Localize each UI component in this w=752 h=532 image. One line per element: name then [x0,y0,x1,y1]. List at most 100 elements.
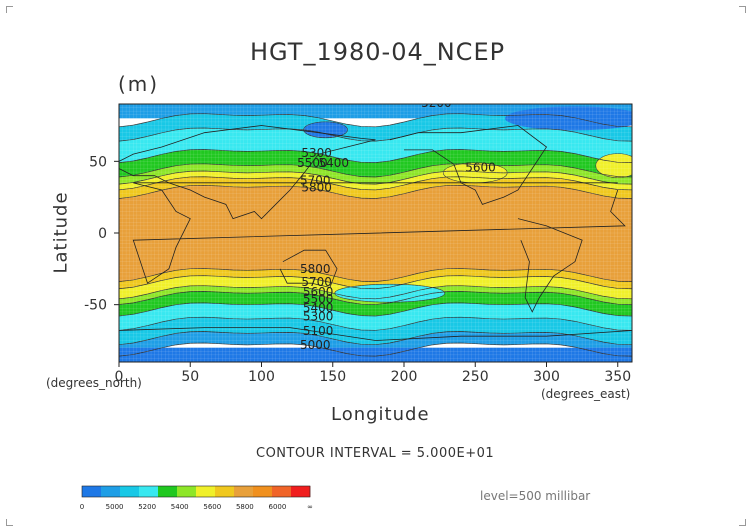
x-tick-label: 100 [248,369,275,385]
contour-line [119,302,632,317]
contour-line [119,163,632,178]
colorbar-bin [158,486,178,497]
contour-label: 5800 [301,180,332,194]
y-tick-label: -50 [84,298,107,314]
contour-line [119,170,632,185]
contour-label: 5300 [303,309,334,323]
contour-band [119,285,632,305]
colorbar-label: 5800 [236,503,254,511]
contour-label: 5000 [300,338,331,352]
colorbar-frame [81,485,311,498]
corner-mark-tr [739,6,746,13]
contour-line [119,331,632,346]
level-text: level=500 millibar [480,489,591,503]
colorbar-bin [234,486,254,497]
colorbar-bin [120,486,140,497]
contour-label: 5700 [301,275,332,289]
x-tick-label: 250 [462,369,489,385]
coastlines [119,104,632,362]
contour-label: 5200 [421,96,452,110]
x-axis-label: Longitude [331,404,430,425]
contour-line [119,184,632,199]
colorbar-bin [291,486,311,497]
colorbar-bin [139,486,159,497]
coastline [132,182,626,284]
contour-line [119,316,632,331]
corner-mark-br [739,519,746,526]
contour-band [119,128,632,163]
chart-title: HGT_1980-04_NCEP [250,38,506,66]
contour-label: 5700 [300,173,331,187]
contour-band [119,317,632,345]
colorbar-bin [82,486,102,497]
x-ticks: 0 50 100 150 200 250 300 350 [115,362,631,385]
colorbar-label: 5000 [106,503,124,511]
y-tick-label: 50 [89,154,107,170]
colorbar-bin [101,486,121,497]
x-tick-label: 350 [604,369,631,385]
y-unit-label: (degrees_north) [46,376,142,390]
contour-line [119,268,632,282]
contour-label: 5600 [303,285,334,299]
high-blob [595,153,632,178]
colorbar-label: 0 [80,503,84,511]
contour-label: 5100 [303,324,334,338]
colorbar-bin [196,486,216,497]
coastline [517,218,583,313]
contour-line [119,149,632,163]
y-tick-label: 0 [98,226,107,242]
contour-band [119,347,632,362]
contour-band [119,275,632,299]
x-tick-label: 300 [533,369,560,385]
y-axis-label: Latitude [50,191,72,274]
contour-band [119,291,632,317]
contour-lines [119,113,632,357]
contour-line [119,176,632,191]
colorbar-bin [177,486,197,497]
colorbar-bin [215,486,235,497]
colorbar-label: 5200 [138,503,156,511]
colorbar-label: 5400 [171,503,189,511]
contour-line [119,342,632,357]
y-ticks: 50 0 -50 [84,154,119,314]
contour-label: 5400 [319,156,350,170]
contour-band [119,302,632,331]
contour-band [119,268,632,289]
colorbar-bin [253,486,273,497]
contour-line [119,275,632,290]
contour-label: 5400 [303,301,334,315]
colorbar-bin [272,486,292,497]
contour-band [119,104,632,119]
x-tick-label: 50 [181,369,199,385]
contour-label: 5500 [297,156,328,170]
contour-label: 5600 [465,160,496,174]
x-tick-label: 0 [115,369,124,385]
contour-band [119,113,632,142]
coastline [279,249,338,288]
x-unit-label: (degrees_east) [541,387,631,401]
contour-band [119,331,632,357]
contour-line [119,127,632,142]
contour-interval-text: CONTOUR INTERVAL = 5.000E+01 [256,446,495,461]
contour-label: 5500 [303,292,334,306]
colorbar-label: ∞ [307,503,313,511]
colorbar-label: 5600 [203,503,221,511]
low-blob [505,106,632,131]
x-tick-label: 150 [319,369,346,385]
colorbar: 0 5000 5200 5400 5600 5800 6000 ∞ [80,485,313,511]
contour-band [119,149,632,177]
units-label: (m) [118,72,160,96]
coastline [119,327,632,341]
coastline [119,125,376,220]
contour-line [119,113,632,128]
x-tick-label: 200 [391,369,418,385]
corner-mark-tl [6,6,13,13]
contour-line [119,291,632,305]
coastline [389,125,548,205]
contour-label: 5800 [300,262,331,276]
contour-band [119,176,632,199]
contour-label: 5300 [301,146,332,160]
corner-mark-bl [6,519,13,526]
